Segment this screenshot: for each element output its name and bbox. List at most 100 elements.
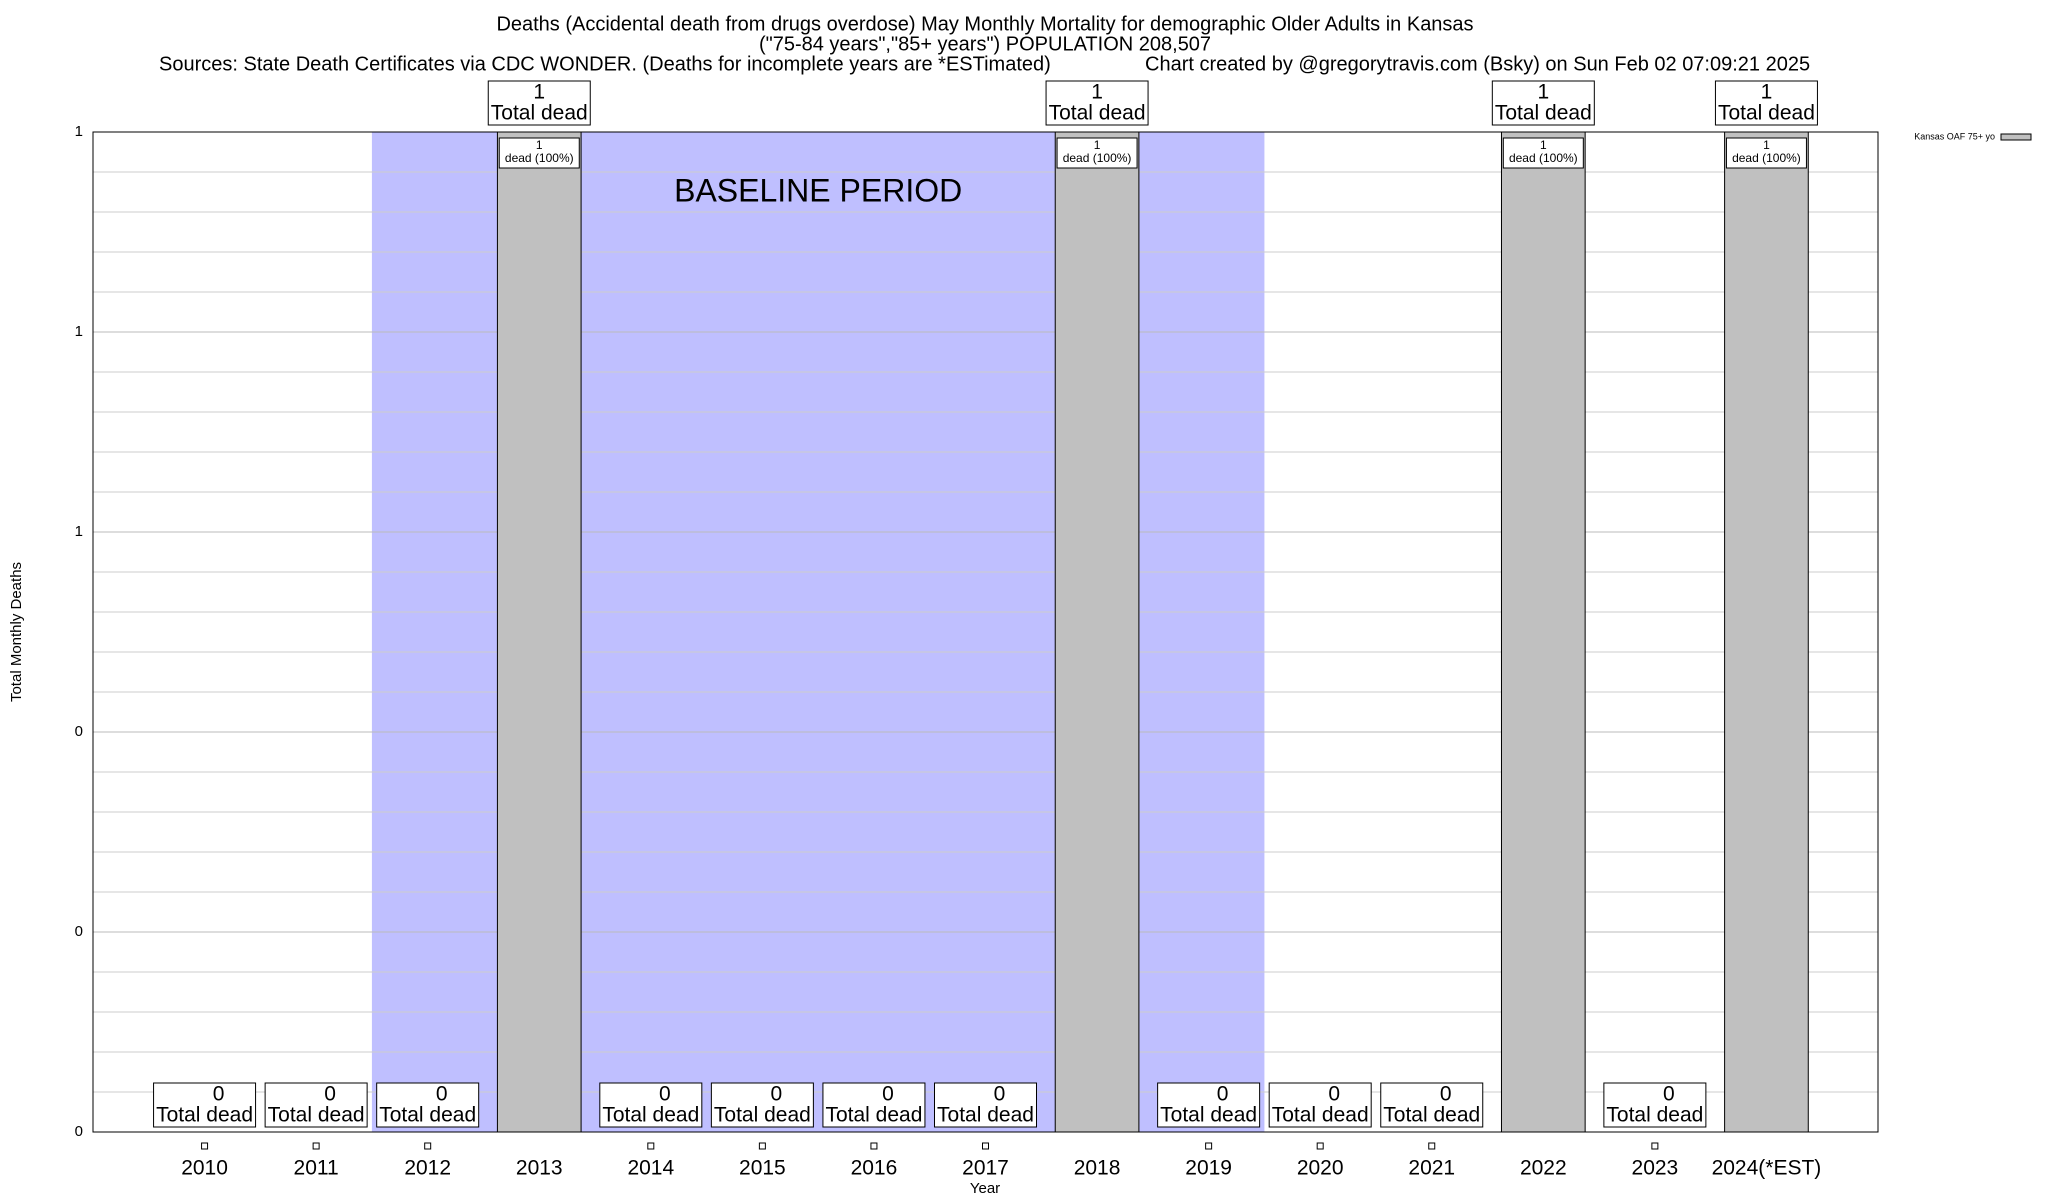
value-label: 0 bbox=[771, 1083, 783, 1106]
total-label-box bbox=[1380, 1082, 1484, 1128]
total-label-box bbox=[487, 80, 591, 126]
value-label: 0 bbox=[1328, 1083, 1340, 1106]
value-label: 0 bbox=[436, 1083, 448, 1106]
y-tick-label: 0 bbox=[75, 723, 83, 740]
zero-marker bbox=[1428, 1142, 1436, 1150]
bar-value-label: 1 bbox=[1763, 138, 1770, 152]
x-tick-label: 2023 bbox=[1632, 1157, 1679, 1180]
total-label: Total dead bbox=[1383, 1104, 1480, 1127]
zero-marker bbox=[758, 1142, 766, 1150]
y-tick-label: 0 bbox=[75, 1123, 83, 1140]
bar bbox=[1500, 131, 1586, 1133]
bar bbox=[1724, 131, 1809, 1133]
y-tick-label: 0 bbox=[75, 923, 83, 940]
zero-marker bbox=[870, 1142, 878, 1150]
x-tick-label: 2016 bbox=[851, 1157, 898, 1180]
total-label: Total dead bbox=[1718, 102, 1815, 125]
total-label: Total dead bbox=[268, 1104, 365, 1127]
bar-label-box bbox=[1502, 137, 1584, 169]
total-label-box bbox=[1268, 1082, 1372, 1128]
total-label: Total dead bbox=[1272, 1104, 1369, 1127]
source-note: Sources: State Death Certificates via CD… bbox=[159, 53, 1051, 75]
bar-label-box bbox=[1725, 137, 1807, 169]
value-label: 0 bbox=[659, 1083, 671, 1106]
bar-label: dead (100%) bbox=[1063, 151, 1132, 165]
total-label-box bbox=[153, 1082, 257, 1128]
x-tick-label: 2024(*EST) bbox=[1712, 1157, 1822, 1180]
x-tick-label: 2019 bbox=[1185, 1157, 1232, 1180]
chart-subtitle: ("75-84 years","85+ years") POPULATION 2… bbox=[759, 33, 1211, 55]
zero-marker bbox=[647, 1142, 655, 1150]
bar-label-box bbox=[498, 137, 580, 169]
legend-swatch bbox=[2000, 133, 2032, 141]
value-label: 1 bbox=[1091, 81, 1103, 104]
value-label: 0 bbox=[1663, 1083, 1675, 1106]
value-label: 1 bbox=[533, 81, 545, 104]
total-label: Total dead bbox=[1160, 1104, 1257, 1127]
total-label-box bbox=[934, 1082, 1037, 1128]
x-tick-label: 2022 bbox=[1520, 1157, 1567, 1180]
x-axis-label: Year bbox=[970, 1180, 1000, 1197]
baseline-label: BASELINE PERIOD bbox=[674, 172, 962, 208]
total-label-box bbox=[264, 1082, 368, 1128]
bar-label: dead (100%) bbox=[1732, 151, 1801, 165]
total-label: Total dead bbox=[602, 1104, 699, 1127]
total-label: Total dead bbox=[1606, 1104, 1703, 1127]
bar bbox=[496, 131, 582, 1133]
bar-label: dead (100%) bbox=[505, 151, 574, 165]
total-label-box bbox=[822, 1082, 926, 1128]
value-label: 0 bbox=[994, 1083, 1006, 1106]
x-tick-label: 2014 bbox=[627, 1157, 674, 1180]
x-tick-label: 2010 bbox=[181, 1157, 228, 1180]
x-tick-label: 2013 bbox=[516, 1157, 563, 1180]
value-label: 0 bbox=[324, 1083, 336, 1106]
bar-label: dead (100%) bbox=[1509, 151, 1578, 165]
bar-value-label: 1 bbox=[536, 138, 543, 152]
total-label: Total dead bbox=[714, 1104, 811, 1127]
credit-note: Chart created by @gregorytravis.com (Bsk… bbox=[1145, 53, 1810, 75]
total-label-box bbox=[599, 1082, 703, 1128]
x-tick-label: 2015 bbox=[739, 1157, 786, 1180]
zero-marker bbox=[1316, 1142, 1324, 1150]
x-tick-label: 2017 bbox=[962, 1157, 1009, 1180]
total-label: Total dead bbox=[825, 1104, 922, 1127]
value-label: 1 bbox=[1761, 81, 1773, 104]
y-tick-label: 1 bbox=[75, 523, 83, 540]
bar-label-box bbox=[1056, 137, 1138, 169]
value-label: 0 bbox=[882, 1083, 894, 1106]
total-label: Total dead bbox=[937, 1104, 1034, 1127]
zero-marker bbox=[424, 1142, 432, 1150]
value-label: 1 bbox=[1537, 81, 1549, 104]
total-label: Total dead bbox=[1049, 102, 1146, 125]
value-label: 0 bbox=[1440, 1083, 1452, 1106]
plot-frame bbox=[92, 131, 1879, 1133]
total-label-box bbox=[1491, 80, 1595, 126]
x-tick-label: 2018 bbox=[1074, 1157, 1121, 1180]
zero-marker bbox=[982, 1142, 989, 1150]
x-tick-label: 2020 bbox=[1297, 1157, 1344, 1180]
zero-marker bbox=[312, 1142, 320, 1150]
y-tick-label: 1 bbox=[75, 323, 83, 340]
zero-marker bbox=[1651, 1142, 1659, 1150]
legend-label: Kansas OAF 75+ yo bbox=[1914, 131, 1995, 141]
total-label: Total dead bbox=[379, 1104, 476, 1127]
total-label-box bbox=[376, 1082, 480, 1128]
chart-title: Deaths (Accidental death from drugs over… bbox=[496, 13, 1473, 35]
y-axis-label: Total Monthly Deaths bbox=[8, 562, 25, 702]
total-label: Total dead bbox=[1495, 102, 1592, 125]
total-label: Total dead bbox=[156, 1104, 253, 1127]
x-tick-label: 2012 bbox=[404, 1157, 451, 1180]
y-tick-label: 1 bbox=[75, 123, 83, 140]
total-label-box bbox=[710, 1082, 814, 1128]
total-label-box bbox=[1714, 80, 1818, 126]
zero-marker bbox=[201, 1142, 209, 1150]
value-label: 0 bbox=[213, 1083, 225, 1106]
bar-value-label: 1 bbox=[1540, 138, 1547, 152]
zero-marker bbox=[1205, 1142, 1213, 1150]
x-tick-label: 2021 bbox=[1408, 1157, 1455, 1180]
total-label: Total dead bbox=[491, 102, 588, 125]
value-label: 0 bbox=[1217, 1083, 1229, 1106]
total-label-box bbox=[1045, 80, 1149, 126]
total-label-box bbox=[1603, 1082, 1707, 1128]
